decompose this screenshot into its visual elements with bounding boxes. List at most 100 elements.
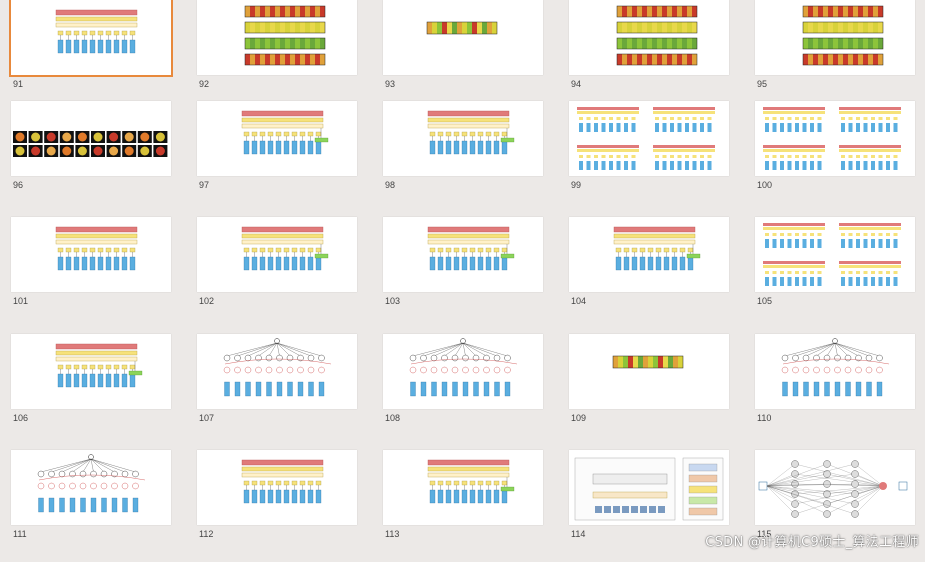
slide-thumbnail[interactable] <box>383 0 543 75</box>
slide-diagram <box>426 21 498 35</box>
slide-number: 98 <box>385 180 396 190</box>
slide-cell: 92 <box>186 0 372 112</box>
slide-thumbnail[interactable] <box>11 101 171 176</box>
slide-thumbnail[interactable] <box>197 217 357 292</box>
slide-diagram <box>577 107 715 170</box>
slide-diagram <box>244 5 326 66</box>
slide-number: 93 <box>385 79 396 89</box>
slide-number: 106 <box>13 413 29 423</box>
slide-number: 101 <box>13 296 29 306</box>
slide-number: 95 <box>757 79 768 89</box>
slide-cell: 107 <box>186 334 372 446</box>
slide-number: 92 <box>199 79 210 89</box>
slide-cell: 113 <box>372 450 558 562</box>
slide-cell: 102 <box>186 217 372 329</box>
slide-thumbnail[interactable] <box>197 0 357 75</box>
slide-thumbnail[interactable] <box>569 0 729 75</box>
slide-diagram <box>613 226 701 271</box>
slide-diagram <box>223 338 332 397</box>
slide-cell: 110 <box>744 334 925 446</box>
slide-cell: 98 <box>372 101 558 213</box>
slide-cell: 95 <box>744 0 925 112</box>
slide-diagram <box>55 226 138 271</box>
slide-number: 102 <box>199 296 215 306</box>
slide-diagram <box>241 226 329 271</box>
slide-cell: 108 <box>372 334 558 446</box>
slide-number: 115 <box>757 529 772 539</box>
slide-diagram <box>241 110 329 155</box>
slide-diagram <box>612 355 684 369</box>
slide-thumbnail[interactable] <box>197 101 357 176</box>
slide-cell: 91 <box>0 0 186 112</box>
slide-number: 113 <box>385 529 400 539</box>
slide-diagram <box>781 338 890 397</box>
slide-number: 94 <box>571 79 582 89</box>
slide-diagram <box>763 107 901 170</box>
slide-number: 108 <box>385 413 401 423</box>
slide-thumbnail[interactable] <box>569 101 729 176</box>
slide-cell: 109 <box>558 334 744 446</box>
slide-number: 99 <box>571 180 582 190</box>
slide-thumbnail[interactable] <box>197 450 357 525</box>
slide-thumbnail[interactable] <box>383 334 543 409</box>
slide-cell: 114 <box>558 450 744 562</box>
slide-thumbnail[interactable] <box>755 450 915 525</box>
slide-number: 97 <box>199 180 210 190</box>
slide-number: 111 <box>13 529 27 539</box>
slide-thumbnail[interactable] <box>11 334 171 409</box>
slide-thumbnail[interactable] <box>569 450 729 525</box>
slide-cell: 115 <box>744 450 925 562</box>
slide-thumbnail[interactable] <box>383 101 543 176</box>
slide-diagram <box>13 131 168 157</box>
slide-cell: 103 <box>372 217 558 329</box>
slide-number: 103 <box>385 296 401 306</box>
slide-number: 109 <box>571 413 587 423</box>
slide-number: 112 <box>199 529 214 539</box>
slide-number: 96 <box>13 180 24 190</box>
slide-thumbnail[interactable] <box>11 450 171 525</box>
slide-number: 91 <box>13 79 24 89</box>
slide-number: 105 <box>757 296 773 306</box>
slide-number: 107 <box>199 413 215 423</box>
slide-cell: 99 <box>558 101 744 213</box>
slide-cell: 96 <box>0 101 186 213</box>
slide-number: 100 <box>757 180 773 190</box>
slide-diagram <box>616 5 698 66</box>
slide-diagram <box>574 457 724 521</box>
slide-cell: 105 <box>744 217 925 329</box>
slide-diagram <box>427 459 515 504</box>
slide-diagram <box>37 454 146 513</box>
slide-diagram <box>241 459 324 504</box>
slide-cell: 94 <box>558 0 744 112</box>
slide-thumbnail[interactable] <box>755 217 915 292</box>
slide-thumbnail[interactable] <box>383 450 543 525</box>
slide-number: 114 <box>571 529 586 539</box>
slide-diagram <box>427 226 515 271</box>
slide-cell: 100 <box>744 101 925 213</box>
slide-cell: 104 <box>558 217 744 329</box>
slide-diagram <box>763 223 901 286</box>
slide-cell: 112 <box>186 450 372 562</box>
slide-thumbnail[interactable] <box>569 217 729 292</box>
slide-cell: 97 <box>186 101 372 213</box>
slide-diagram <box>802 5 884 66</box>
slide-thumbnail[interactable] <box>755 334 915 409</box>
slide-number: 104 <box>571 296 587 306</box>
slide-thumbnail[interactable] <box>569 334 729 409</box>
slide-diagram <box>758 460 908 518</box>
slide-cell: 93 <box>372 0 558 112</box>
slide-thumbnail[interactable] <box>383 217 543 292</box>
slide-cell: 106 <box>0 334 186 446</box>
slide-diagram <box>409 338 518 397</box>
slide-thumbnail[interactable] <box>197 334 357 409</box>
slide-thumbnail[interactable] <box>9 0 173 77</box>
slide-diagram <box>427 110 515 155</box>
slide-thumbnail[interactable] <box>755 101 915 176</box>
watermark: CSDN @计算机C9硕士_算法工程师 <box>705 535 919 550</box>
slide-cell: 111 <box>0 450 186 562</box>
slide-cell: 101 <box>0 217 186 329</box>
slide-number: 110 <box>757 413 772 423</box>
slide-thumbnail[interactable] <box>755 0 915 75</box>
slide-thumbnail[interactable] <box>11 217 171 292</box>
